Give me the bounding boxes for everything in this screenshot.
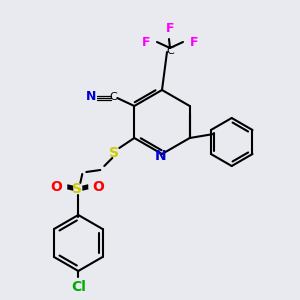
Text: N: N — [155, 149, 167, 163]
Text: C: C — [110, 92, 117, 102]
Text: Cl: Cl — [71, 280, 86, 294]
Text: F: F — [190, 35, 198, 49]
Text: C: C — [166, 46, 174, 56]
Text: F: F — [142, 35, 150, 49]
Text: F: F — [166, 22, 174, 34]
Text: O: O — [92, 180, 104, 194]
Text: S: S — [109, 146, 119, 160]
Text: S: S — [72, 182, 82, 196]
Text: O: O — [50, 180, 62, 194]
Text: N: N — [86, 91, 97, 103]
